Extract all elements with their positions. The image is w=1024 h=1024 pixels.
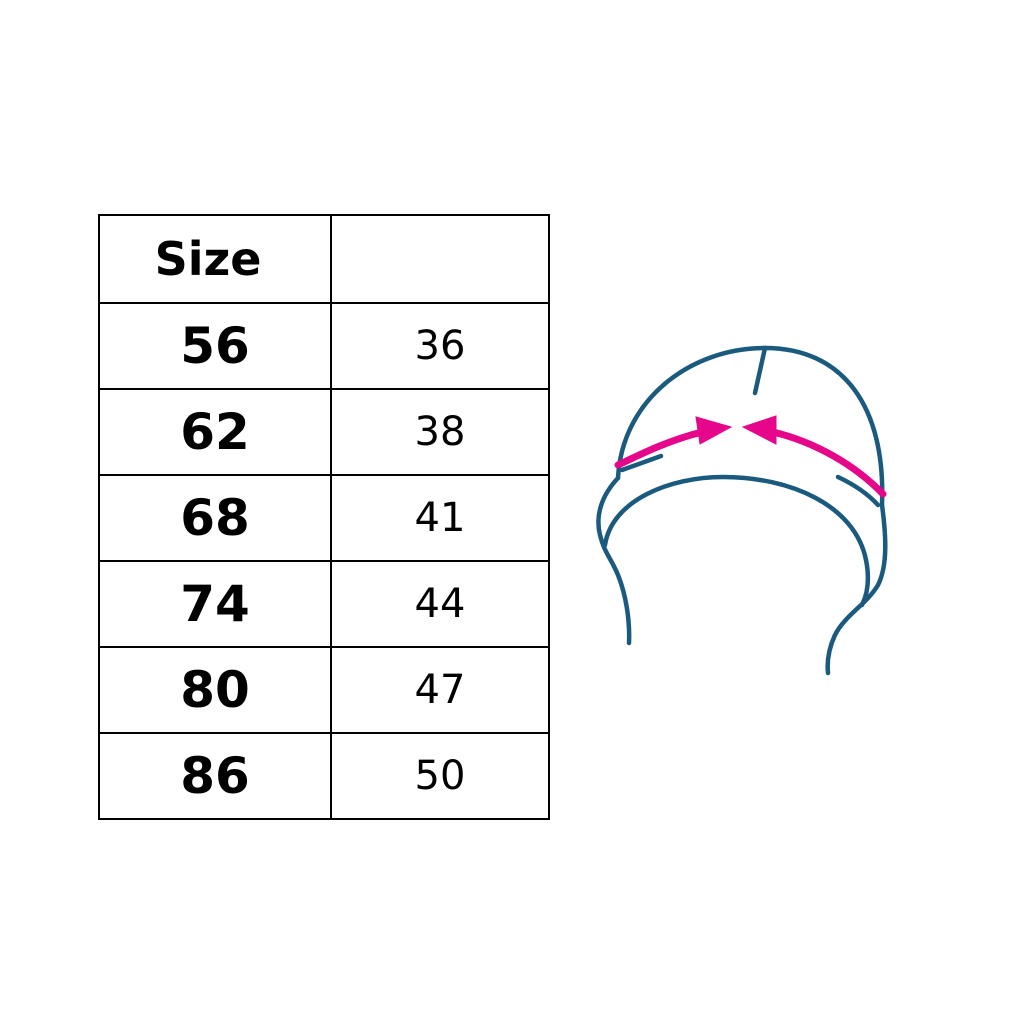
header-size: Size <box>98 214 332 304</box>
size-cell: 80 <box>98 646 332 734</box>
measure-cell: 44 <box>330 560 550 648</box>
measure-cell: 47 <box>330 646 550 734</box>
table-row: 86 50 <box>98 732 550 820</box>
measure-cell: 41 <box>330 474 550 562</box>
size-cell: 56 <box>98 302 332 390</box>
size-cell: 74 <box>98 560 332 648</box>
size-table: Size 56 36 62 38 68 41 74 44 80 47 86 50 <box>98 214 550 820</box>
size-cell: 86 <box>98 732 332 820</box>
hat-outline-icon <box>596 345 888 676</box>
size-cell: 62 <box>98 388 332 476</box>
circumference-arrows-icon <box>614 415 887 498</box>
measure-cell: 38 <box>330 388 550 476</box>
size-cell: 68 <box>98 474 332 562</box>
measure-cell: 50 <box>330 732 550 820</box>
table-row: 62 38 <box>98 388 550 476</box>
measure-cell: 36 <box>330 302 550 390</box>
table-row: 68 41 <box>98 474 550 562</box>
table-row: 74 44 <box>98 560 550 648</box>
table-row: 80 47 <box>98 646 550 734</box>
table-header-row: Size <box>98 214 550 304</box>
table-row: 56 36 <box>98 302 550 390</box>
header-measure <box>330 214 550 304</box>
